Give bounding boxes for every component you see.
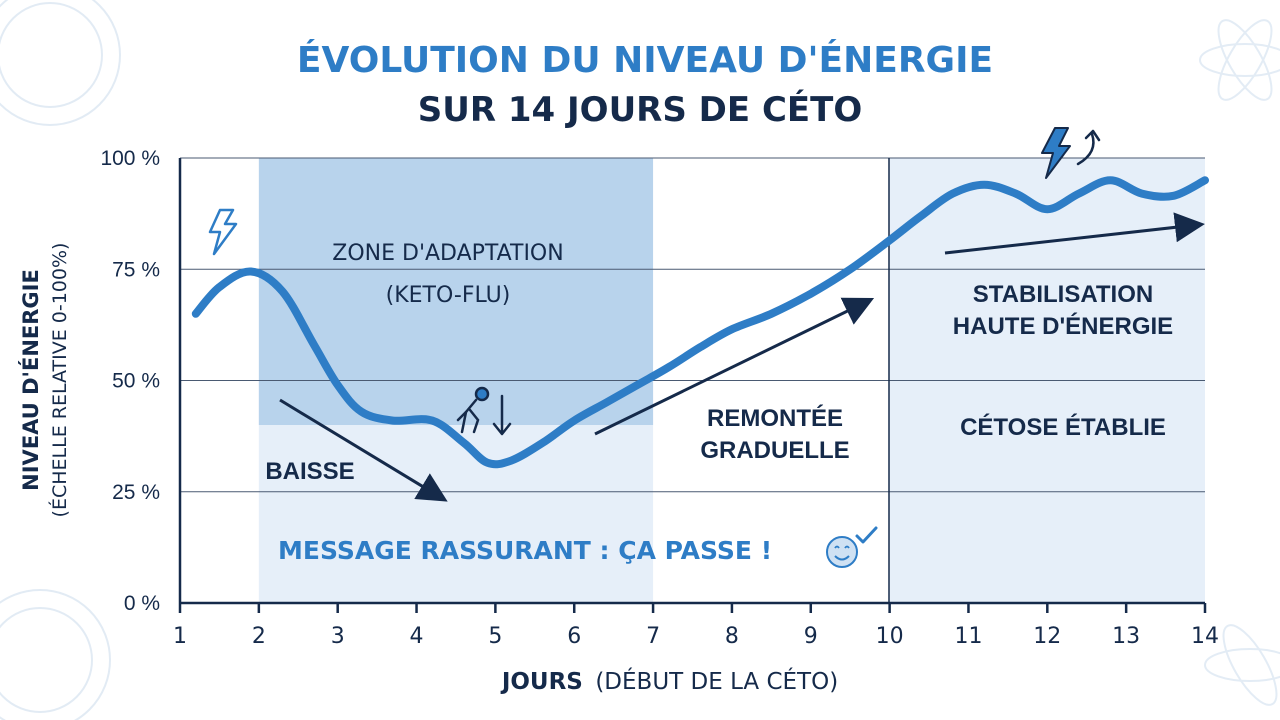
reassuring-message: MESSAGE RASSURANT : ÇA PASSE !: [278, 536, 772, 565]
chart-title: ÉVOLUTION DU NIVEAU D'ÉNERGIE: [297, 39, 993, 81]
x-tick-label: 4: [410, 624, 424, 649]
annotation-baisse: BAISSE: [265, 458, 354, 485]
x-tick-label: 6: [567, 624, 581, 649]
arrow-up-icon: [1076, 129, 1101, 166]
x-tick-label: 10: [876, 624, 904, 649]
chart-subtitle: SUR 14 JOURS DE CÉTO: [418, 89, 863, 130]
y-tick-label: 50 %: [112, 370, 160, 393]
decor-atom-icon: [1199, 19, 1280, 706]
annotation-stabilisation-line1: STABILISATION: [973, 281, 1153, 308]
decor-cell-icon: [0, 0, 121, 720]
lightning-boost-icon: [1041, 127, 1071, 179]
x-axis-label-group: JOURS (DÉBUT DE LA CÉTO): [500, 667, 838, 695]
annotation-remontee-line1: REMONTÉE: [707, 404, 843, 432]
y-tick-label: 75 %: [112, 258, 160, 281]
tired-person-icon: [456, 386, 490, 434]
x-tick-label: 2: [252, 624, 266, 649]
x-tick-label: 13: [1112, 624, 1140, 649]
y-axis-sublabel: (ÉCHELLE RELATIVE 0-100%): [48, 243, 71, 518]
x-tick-label: 11: [954, 624, 982, 649]
x-tick-label: 7: [646, 624, 660, 649]
x-tick-label: 14: [1191, 624, 1219, 649]
checkmark-icon: [855, 526, 878, 544]
x-tick-labels: 1 2 3 4 5 6 7 8 9 10 11 12 13 14: [173, 603, 1219, 649]
x-tick-label: 8: [725, 624, 739, 649]
zone-adaptation-label: ZONE D'ADAPTATION: [332, 241, 563, 266]
annotation-remontee-line2: GRADUELLE: [700, 437, 849, 464]
arrow-down-icon: [492, 394, 512, 436]
y-tick-label: 0 %: [124, 592, 160, 615]
x-tick-label: 5: [488, 624, 502, 649]
x-tick-label: 3: [331, 624, 345, 649]
y-tick-label: 100 %: [100, 147, 160, 170]
y-axis-label: NIVEAU D'ÉNERGIE: [18, 269, 43, 491]
y-tick-labels: 0 % 25 % 50 % 75 % 100 %: [100, 147, 160, 615]
x-tick-label: 12: [1033, 624, 1061, 649]
smiley-icon: [826, 536, 858, 568]
x-tick-label: 9: [804, 624, 818, 649]
y-tick-label: 25 %: [112, 481, 160, 504]
x-tick-label: 1: [173, 624, 187, 649]
zone-adaptation-sublabel: (KETO-FLU): [386, 283, 511, 308]
energy-series-line: [191, 176, 1209, 469]
annotation-stabilisation-line2: HAUTE D'ÉNERGIE: [953, 312, 1173, 340]
x-axis-sublabel: (DÉBUT DE LA CÉTO): [595, 667, 838, 695]
x-axis-label: JOURS: [500, 669, 583, 695]
trend-arrow-down: [279, 398, 448, 502]
grid-lines: [180, 157, 1205, 493]
trend-arrow-up: [594, 297, 875, 436]
trend-arrow-stable: [944, 212, 1205, 255]
lightning-icon: [208, 208, 238, 256]
annotation-cetose: CÉTOSE ÉTABLIE: [960, 413, 1166, 441]
